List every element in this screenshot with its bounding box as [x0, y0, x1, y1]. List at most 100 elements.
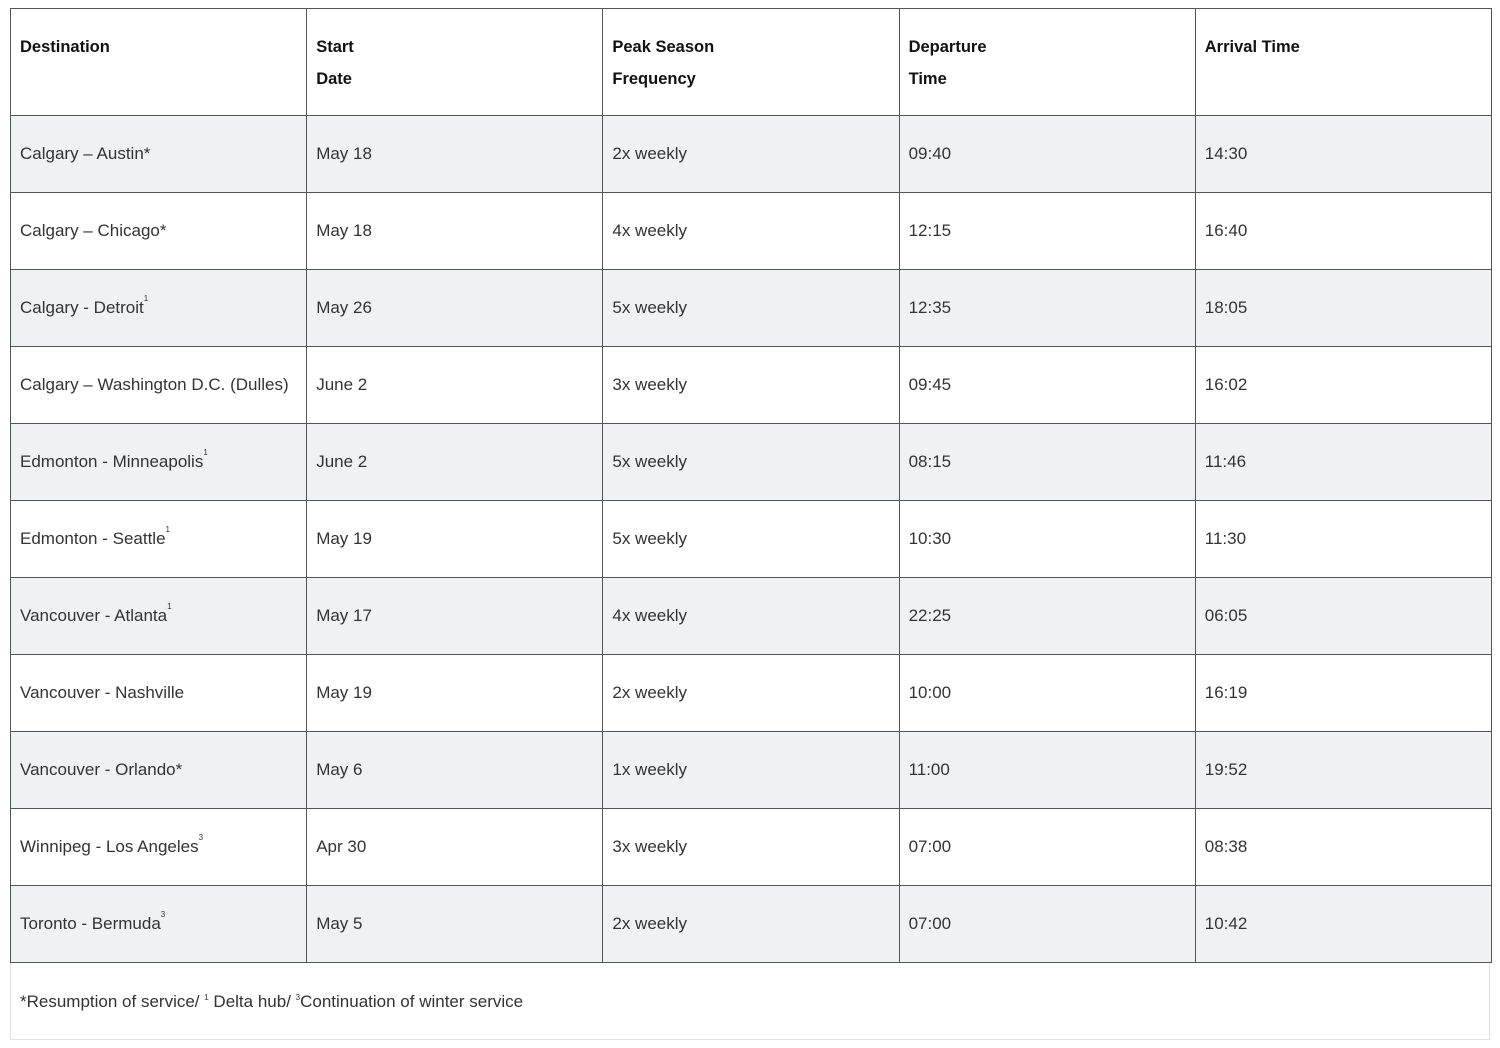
cell-text: May 5: [316, 914, 363, 933]
cell-text: 5x weekly: [612, 298, 688, 317]
footnote-sup: 1: [204, 993, 209, 1002]
cell-arrival: 10:42: [1194, 885, 1493, 963]
footnote-marker: 1: [165, 525, 170, 534]
column-header: Arrival Time: [1194, 8, 1493, 116]
cell-text: May 19: [316, 529, 372, 548]
cell-text: 2x weekly: [612, 683, 688, 702]
cell-start: May 19: [306, 500, 604, 578]
cell-destination: Toronto - Bermuda3: [9, 885, 308, 963]
column-header-label: Arrival Time: [1204, 38, 1300, 56]
cell-frequency: 4x weekly: [602, 577, 900, 655]
cell-text: May 18: [316, 221, 372, 240]
cell-text: 09:40: [908, 144, 952, 163]
cell-text: Calgary – Washington D.C. (Dulles): [20, 375, 289, 394]
cell-text: 12:15: [908, 221, 952, 240]
cell-frequency: 5x weekly: [602, 423, 900, 501]
cell-start: May 18: [306, 115, 604, 193]
cell-text: 3x weekly: [612, 837, 688, 856]
cell-text: June 2: [316, 452, 368, 471]
cell-departure: 09:40: [898, 115, 1196, 193]
cell-frequency: 3x weekly: [602, 808, 900, 886]
cell-text: Edmonton - Seattle: [20, 529, 166, 548]
cell-text: 09:45: [908, 375, 952, 394]
cell-arrival: 11:46: [1194, 423, 1493, 501]
column-header-label: Start: [316, 38, 354, 56]
column-header-label: Date: [316, 70, 352, 88]
cell-start: May 17: [306, 577, 604, 655]
footnote-marker: 3: [198, 833, 204, 842]
footnote-marker: 1: [143, 294, 149, 303]
cell-start: May 5: [306, 885, 604, 963]
cell-start: May 26: [306, 269, 604, 347]
cell-arrival: 16:40: [1194, 192, 1493, 270]
cell-text: Winnipeg - Los Angeles: [20, 837, 199, 856]
cell-frequency: 2x weekly: [602, 654, 900, 732]
cell-start: June 2: [306, 423, 604, 501]
cell-frequency: 4x weekly: [602, 192, 900, 270]
cell-destination: Edmonton - Minneapolis1: [9, 423, 308, 501]
cell-frequency: 3x weekly: [602, 346, 900, 424]
cell-start: May 19: [306, 654, 604, 732]
column-header: Peak Season Frequency: [602, 8, 900, 116]
cell-departure: 12:35: [898, 269, 1196, 347]
cell-text: May 6: [316, 760, 363, 779]
cell-text: 08:15: [908, 452, 952, 471]
cell-text: June 2: [316, 375, 368, 394]
cell-destination: Calgary – Washington D.C. (Dulles): [9, 346, 308, 424]
cell-departure: 08:15: [898, 423, 1196, 501]
cell-frequency: 5x weekly: [602, 500, 900, 578]
cell-departure: 22:25: [898, 577, 1196, 655]
column-header-label: Time: [908, 70, 947, 88]
column-header-label: Departure: [908, 38, 987, 56]
cell-start: May 18: [306, 192, 604, 270]
cell-start: June 2: [306, 346, 604, 424]
cell-arrival: 16:02: [1194, 346, 1493, 424]
cell-start: Apr 30: [306, 808, 604, 886]
table-row: Calgary - Detroit1 May 26 5x weekly 12:35 18…: [9, 269, 1493, 347]
cell-text: 11:00: [908, 760, 950, 779]
footnote-text: Delta hub/: [208, 992, 296, 1011]
cell-text: 3x weekly: [612, 375, 688, 394]
table-row: Edmonton - Minneapolis1 June 2 5x weekly 08…: [9, 423, 1493, 501]
cell-text: 16:40: [1204, 221, 1248, 240]
cell-text: 10:30: [908, 529, 952, 548]
cell-destination: Calgary – Austin*: [9, 115, 308, 193]
cell-text: Edmonton - Minneapolis: [20, 452, 204, 471]
cell-arrival: 16:19: [1194, 654, 1493, 732]
cell-arrival: 19:52: [1194, 731, 1493, 809]
cell-frequency: 1x weekly: [602, 731, 900, 809]
table-row: Calgary – Chicago* May 18 4x weekly 12:15 16…: [9, 192, 1493, 270]
cell-destination: Calgary - Detroit1: [9, 269, 308, 347]
cell-text: 11:46: [1204, 452, 1247, 471]
cell-text: 5x weekly: [612, 452, 688, 471]
cell-text: May 26: [316, 298, 372, 317]
cell-departure: 09:45: [898, 346, 1196, 424]
cell-arrival: 06:05: [1194, 577, 1493, 655]
cell-text: 06:05: [1204, 606, 1248, 625]
column-header: Departure Time: [898, 8, 1196, 116]
cell-text: May 19: [316, 683, 372, 702]
cell-text: 2x weekly: [612, 914, 688, 933]
table-row: Vancouver - Atlanta1 May 17 4x weekly 22:25…: [9, 577, 1493, 655]
cell-text: 10:00: [908, 683, 952, 702]
footnote: *Resumption of service/ 1 Delta hub/ 3Co…: [10, 963, 1490, 1040]
cell-destination: Vancouver - Orlando*: [9, 731, 308, 809]
cell-text: 5x weekly: [612, 529, 688, 548]
cell-text: Calgary - Detroit: [20, 298, 144, 317]
routes-table: Destination Start Date Peak Season Frequency…: [9, 8, 1493, 963]
cell-text: May 17: [316, 606, 372, 625]
footnote-text: Continuation of winter service: [300, 992, 524, 1011]
column-header: Destination: [9, 8, 308, 116]
table-row: Edmonton - Seattle1 May 19 5x weekly 10:30 1…: [9, 500, 1493, 578]
cell-destination: Edmonton - Seattle1: [9, 500, 308, 578]
cell-destination: Calgary – Chicago*: [9, 192, 308, 270]
cell-text: Toronto - Bermuda: [20, 914, 161, 933]
cell-text: Vancouver - Orlando*: [20, 760, 183, 779]
cell-text: Vancouver - Nashville: [20, 683, 185, 702]
table-row: Calgary – Washington D.C. (Dulles) June 2…: [9, 346, 1493, 424]
cell-frequency: 2x weekly: [602, 885, 900, 963]
cell-text: May 18: [316, 144, 372, 163]
cell-departure: 11:00: [898, 731, 1196, 809]
cell-text: 07:00: [908, 837, 952, 856]
cell-text: Apr 30: [316, 837, 367, 856]
